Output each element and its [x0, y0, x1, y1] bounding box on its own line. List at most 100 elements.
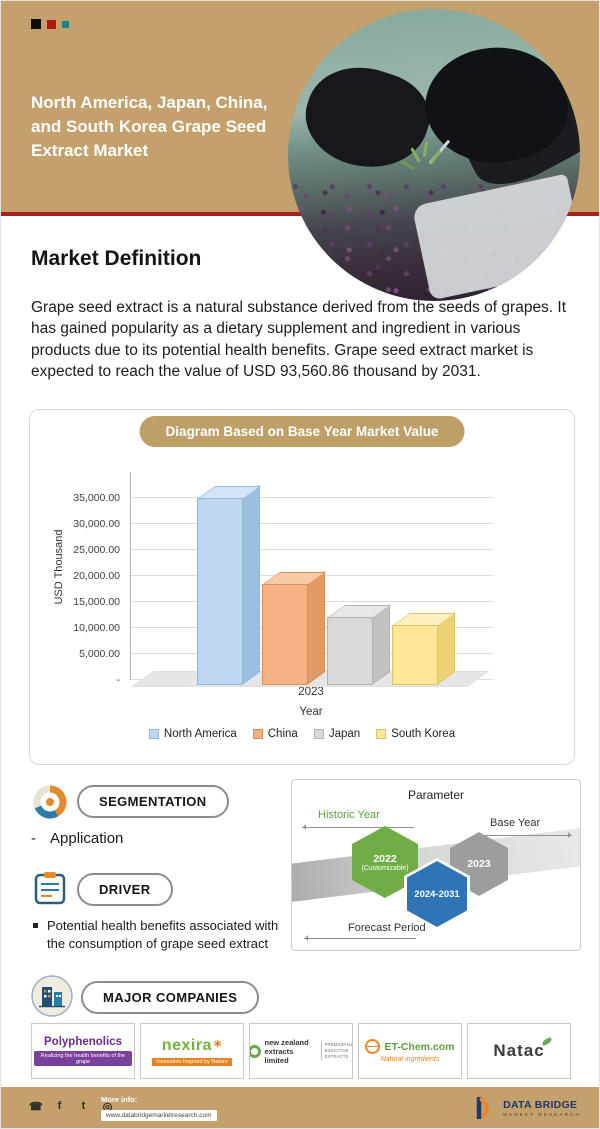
major-companies-building-icon — [31, 975, 73, 1017]
polyphenolics-name: Polyphenolics — [44, 1036, 122, 1048]
parameter-title: Parameter — [407, 788, 465, 802]
segmentation-item-application: - Application — [31, 830, 123, 847]
whatsapp-icon[interactable]: ☎ — [29, 1101, 43, 1113]
sprig-shape — [399, 159, 416, 171]
bar-front-face — [392, 625, 438, 685]
deco-square-teal-icon — [62, 21, 69, 28]
report-title: North America, Japan, China, and South K… — [31, 93, 268, 160]
legend-swatch — [252, 729, 263, 739]
legend-item-china: China — [252, 728, 298, 740]
hexagon-forecast-2024-2031: 2024-2031 — [407, 861, 467, 927]
bar-front-face — [262, 584, 308, 685]
driver-bullet-text: Potential health benefits associated wit… — [47, 918, 279, 951]
y-tick-label: 15,000.00 — [73, 596, 120, 608]
chart-plot-wrap: - 5,000.00 10,000.00 15,000.00 20,000.00 25,0… — [64, 472, 493, 687]
et-chem-tagline: Natural ingredients — [380, 1056, 440, 1063]
logo-polyphenolics: Polyphenolics Realizing the health benef… — [31, 1023, 135, 1079]
section-heading-market-definition: Market Definition — [31, 247, 202, 270]
legend-item-north-america: North America — [148, 728, 237, 740]
nz-extracts-name: new zealand extracts limited — [264, 1037, 309, 1065]
logo-nz-extracts: new zealand extracts limited PREMIUM NZ … — [249, 1023, 353, 1079]
nexira-name: nexira — [161, 1036, 212, 1054]
hero-photo — [288, 9, 580, 301]
legend-item-japan: Japan — [313, 728, 361, 740]
chart-banner: Diagram Based on Base Year Market Value — [139, 416, 465, 447]
bullet-square-icon — [33, 923, 38, 928]
legend-item-south-korea: South Korea — [376, 728, 455, 740]
chart-plot — [130, 472, 493, 687]
parameter-box: Parameter Historic Year Base Year 2022 (… — [291, 779, 581, 951]
y-tick-label: 30,000.00 — [73, 518, 120, 530]
list-dash: - — [31, 830, 36, 847]
base-arrow-line — [480, 832, 572, 838]
social-icons: ☎ f t ◎ — [29, 1100, 114, 1113]
data-bridge-logo-icon — [476, 1097, 490, 1119]
et-chem-name: ET-Chem.com — [384, 1040, 455, 1053]
hexagon-year-text: 2022 — [373, 852, 397, 865]
x-axis-label: Year — [299, 706, 323, 718]
glove-left-shape — [293, 52, 441, 184]
y-axis-ticks: - 5,000.00 10,000.00 15,000.00 20,000.00 25,0… — [64, 472, 124, 686]
forecast-period-label: Forecast Period — [348, 922, 426, 934]
company-logos-row: Polyphenolics Realizing the health benef… — [31, 1023, 571, 1079]
gridline — [131, 523, 493, 524]
sprig-shape — [422, 140, 429, 158]
segmentation-label: SEGMENTATION — [99, 794, 207, 809]
historic-year-label: Historic Year — [318, 809, 380, 821]
footer-bar: ☎ f t ◎ More info: www.databridgemarketr… — [1, 1087, 599, 1128]
segmentation-item-label: Application — [50, 830, 124, 847]
bar-front-face — [197, 498, 243, 685]
nexira-star-icon: ∗ — [212, 1037, 223, 1050]
segmentation-pill: SEGMENTATION — [77, 785, 229, 818]
brand-subtitle: MARKET RESEARCH — [503, 1112, 581, 1117]
logo-natac: Natac — [467, 1023, 571, 1079]
y-tick-label: 35,000.00 — [73, 492, 120, 504]
legend-label: Japan — [328, 728, 361, 740]
x-tick-2023: 2023 — [298, 686, 324, 698]
legend-label: China — [267, 728, 298, 740]
twitter-icon[interactable]: t — [81, 1100, 86, 1112]
website-link[interactable]: www.databridgemarketresearch.com — [101, 1110, 217, 1121]
y-tick-label: 25,000.00 — [73, 544, 120, 556]
bar-front-face — [327, 617, 373, 685]
facebook-icon[interactable]: f — [57, 1100, 62, 1112]
driver-label: DRIVER — [99, 882, 151, 897]
forecast-arrow-line — [304, 935, 416, 941]
major-companies-label: MAJOR COMPANIES — [103, 990, 238, 1005]
deco-square-red-icon — [47, 20, 56, 29]
driver-clipboard-icon — [34, 872, 66, 905]
segmentation-pie-icon — [33, 785, 67, 819]
y-tick-label: 10,000.00 — [73, 622, 120, 634]
more-info-label: More info: — [101, 1095, 138, 1104]
nz-extracts-leaf-icon — [250, 1044, 261, 1058]
y-tick-label: 5,000.00 — [79, 648, 120, 660]
data-bridge-brand: DATA BRIDGE MARKET RESEARCH — [473, 1094, 581, 1122]
historic-arrow-line — [302, 824, 414, 830]
natac-leaf-icon — [541, 1037, 553, 1046]
et-chem-globe-icon — [365, 1039, 381, 1054]
sprig-shape — [429, 149, 442, 165]
base-year-label: Base Year — [490, 817, 541, 829]
nz-extracts-side-text: PREMIUM NZ BIOACTIVE EXTRACTS — [320, 1042, 352, 1060]
instagram-icon[interactable]: ◎ — [102, 1101, 113, 1113]
deco-square-black-icon — [31, 19, 41, 29]
bar-side-face — [307, 571, 325, 685]
legend-label: North America — [163, 728, 237, 740]
legend-swatch — [148, 729, 159, 739]
logo-nexira: nexira ∗ Innovation Inspired by Nature — [140, 1023, 244, 1079]
market-definition-text: Grape seed extract is a natural substanc… — [31, 299, 567, 381]
bar-side-face — [242, 485, 260, 685]
y-tick-label: 20,000.00 — [73, 570, 120, 582]
legend-swatch — [376, 729, 387, 739]
legend-swatch — [313, 729, 324, 739]
chart-legend: North America China Japan South Korea — [30, 728, 574, 740]
hexagon-sub-text: (Customizable) — [361, 864, 409, 872]
logo-et-chem: ET-Chem.com Natural ingredients — [358, 1023, 462, 1079]
natac-name: Natac — [493, 1041, 545, 1060]
y-tick-label: - — [116, 674, 121, 686]
nexira-tagline: Innovation Inspired by Nature — [152, 1057, 232, 1066]
driver-pill: DRIVER — [77, 873, 173, 906]
hexagon-forecast-outer: 2024-2031 — [404, 858, 470, 930]
legend-label: South Korea — [391, 728, 456, 740]
